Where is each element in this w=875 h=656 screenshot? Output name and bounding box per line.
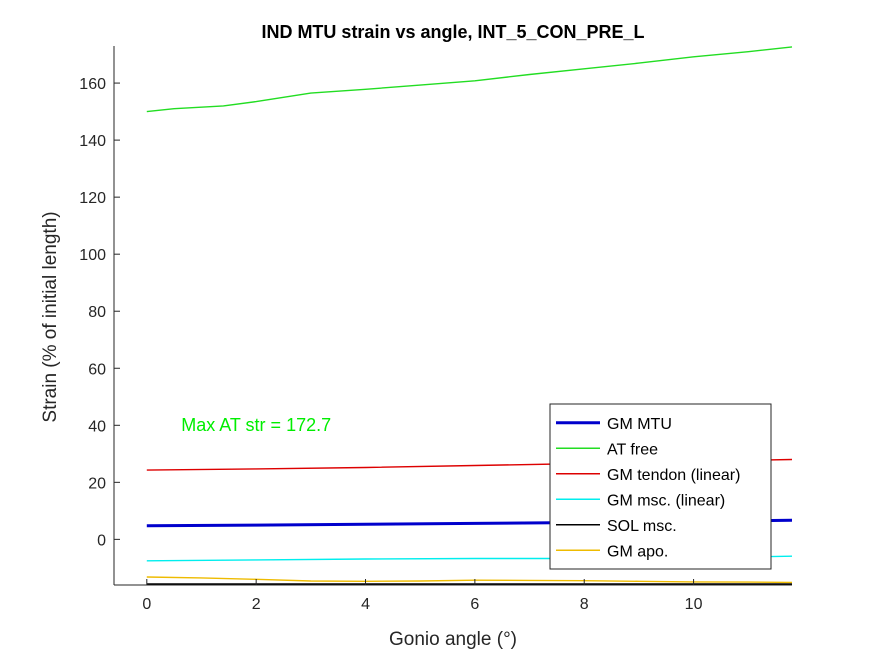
max-at-strain-annotation: Max AT str = 172.7: [181, 415, 331, 435]
y-tick-label: 80: [88, 304, 106, 321]
x-tick-label: 2: [252, 596, 261, 613]
legend: GM MTU AT free GM tendon (linear) GM msc. (…: [549, 403, 772, 570]
x-tick-label: 10: [685, 596, 703, 613]
legend-entry: GM MTU: [607, 416, 672, 433]
x-tick-label: 0: [142, 596, 151, 613]
x-tick-label: 6: [470, 596, 479, 613]
x-tick-label: 4: [361, 596, 370, 613]
y-tick-label: 160: [79, 76, 106, 93]
legend-entry: AT free: [607, 441, 658, 458]
series-line-at-free: [146, 46, 793, 113]
y-axis-label: Strain (% of initial length): [40, 211, 61, 422]
y-tick-label: 140: [79, 133, 106, 150]
legend-entry: GM msc. (linear): [607, 492, 725, 509]
legend-entry: GM apo.: [607, 543, 668, 560]
y-tick-label: 120: [79, 190, 106, 207]
legend-entry: GM tendon (linear): [607, 467, 740, 484]
y-tick-label: 100: [79, 247, 106, 264]
legend-box: [549, 403, 772, 570]
x-tick-label: 8: [580, 596, 589, 613]
legend-entry: SOL msc.: [607, 518, 677, 535]
y-tick-label: 20: [88, 475, 106, 492]
y-tick-label: 40: [88, 418, 106, 435]
y-tick-label: 60: [88, 361, 106, 378]
x-axis-label: Gonio angle (°): [389, 629, 517, 650]
chart-title: IND MTU strain vs angle, INT_5_CON_PRE_L: [261, 22, 644, 42]
y-tick-label: 0: [97, 532, 106, 549]
